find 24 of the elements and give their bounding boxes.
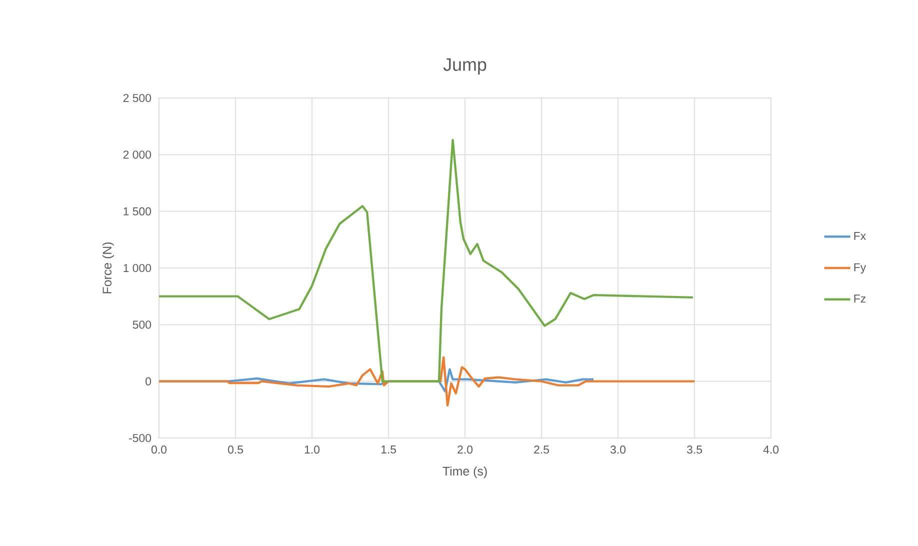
y-axis-title: Force (N) [102, 242, 114, 294]
x-tick-label: 2.0 [458, 446, 473, 454]
x-tick-label: 0.5 [228, 446, 243, 454]
y-tick-label: 1 500 [124, 207, 152, 216]
y-tick-label: 2 500 [123, 94, 152, 102]
x-tick-label: 1.5 [381, 446, 396, 454]
x-axis-title: Time (s) [442, 466, 487, 478]
legend-label: Fx [854, 232, 866, 240]
x-tick-label: 1.0 [304, 446, 320, 454]
legend-label: Fy [854, 263, 866, 274]
y-tick-label: 2 000 [123, 150, 152, 159]
y-tick-label: -500 [129, 434, 152, 442]
x-tick-label: 3.5 [686, 446, 702, 454]
x-tick-label: 2.5 [534, 446, 549, 454]
x-tick-label: 3.0 [610, 446, 626, 454]
y-tick-label: 1 000 [124, 264, 152, 272]
y-tick-label: 500 [132, 320, 152, 329]
line-series [158, 138, 694, 382]
x-tick-label: 0.0 [151, 446, 167, 454]
legend-label: Fz [854, 294, 866, 303]
y-tick-label: 0 [146, 377, 152, 386]
chart-title: Jump [443, 58, 486, 74]
line-series [158, 356, 696, 406]
x-tick-label: 4.0 [763, 446, 779, 454]
